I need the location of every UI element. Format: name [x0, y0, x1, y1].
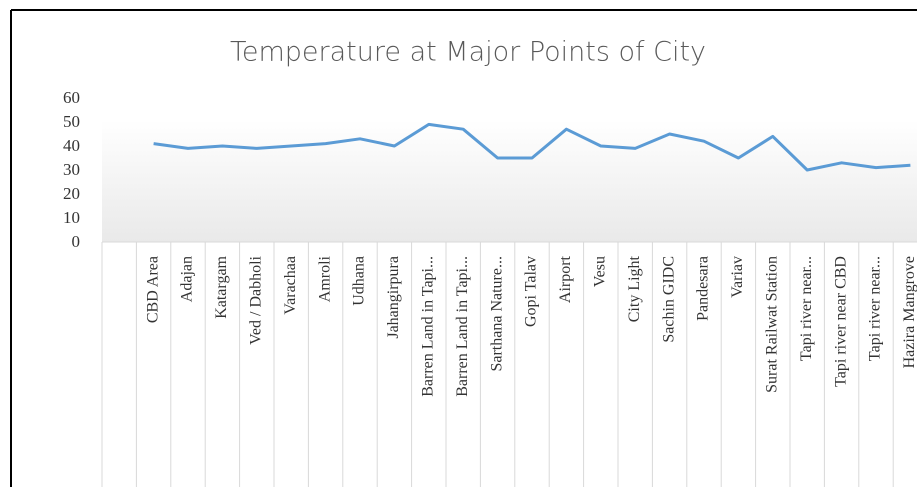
y-tick-label: 20	[63, 184, 80, 203]
x-tick-label: Sachin GIDC	[660, 256, 677, 343]
x-tick-label: Udhana	[351, 256, 368, 306]
x-tick-label: Amroli	[316, 255, 333, 302]
chart-title: Temperature at Major Points of City	[230, 37, 706, 68]
x-tick-label: Katargam	[213, 255, 230, 318]
y-tick-label: 0	[72, 232, 81, 251]
x-tick-label: CBD Area	[144, 256, 161, 323]
x-tick-label: Pandesara	[695, 256, 712, 321]
x-tick-label: Varachaa	[282, 256, 299, 315]
y-tick-label: 40	[63, 136, 80, 155]
x-tick-label: Barren Land in Tapi...	[419, 256, 436, 397]
x-tick-label: Adajan	[179, 256, 196, 302]
y-tick-label: 60	[63, 88, 80, 107]
data-line	[153, 122, 911, 172]
x-tick-label: City Light	[626, 255, 643, 322]
y-tick-label: 50	[63, 112, 80, 131]
x-tick-label: Hazira Mangrove	[901, 256, 917, 368]
x-tick-label: Variav	[729, 256, 746, 298]
x-tick-label: Tapi river near CBD	[832, 256, 849, 387]
x-tick-label: Sarthana Nature...	[488, 256, 505, 372]
x-tick-label: Gopi Talav	[523, 256, 540, 327]
plot-area	[102, 120, 917, 242]
y-tick-label: 30	[63, 160, 80, 179]
x-tick-label: Tapi river near...	[798, 256, 815, 361]
x-tick-label: Barren Land in Tapi...	[454, 256, 471, 397]
x-tick-label: Ved / Dabholi	[247, 255, 264, 344]
y-tick-label: 10	[63, 208, 80, 227]
x-tick-label: Vesu	[591, 256, 608, 287]
x-tick-label: Tapi river near...	[867, 256, 884, 361]
x-tick-label: Airport	[557, 255, 574, 303]
x-tick-label: Surat Railwat Station	[763, 256, 780, 393]
x-tick-label: Jahangirpura	[385, 256, 402, 339]
